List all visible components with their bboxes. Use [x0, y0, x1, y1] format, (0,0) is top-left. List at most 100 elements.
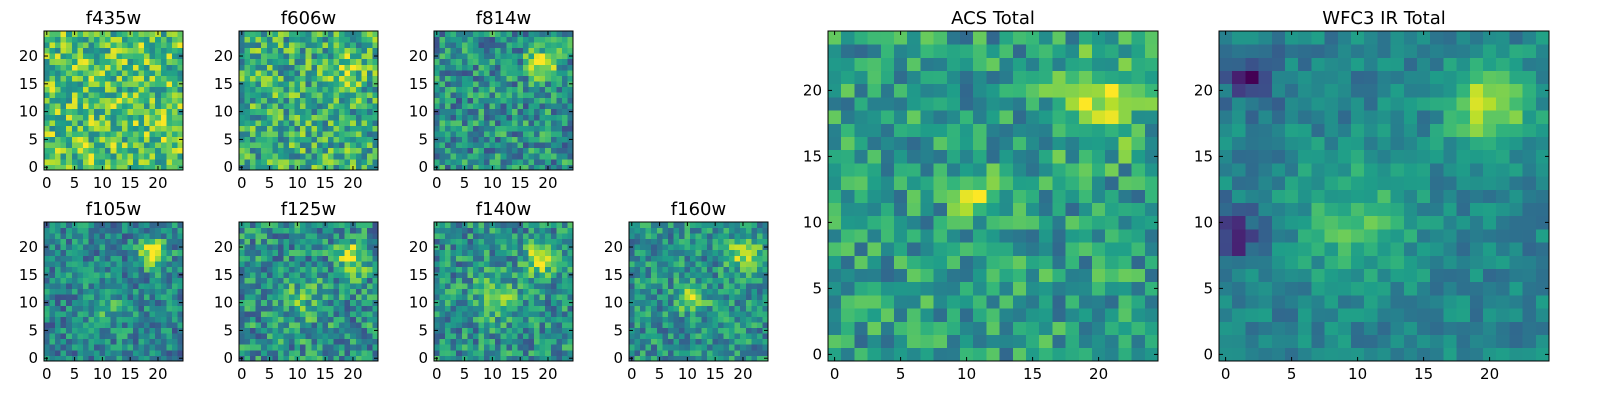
- heatmap-cell: [651, 294, 658, 301]
- heatmap-cell: [684, 327, 691, 334]
- heatmap-cell: [339, 316, 346, 323]
- heatmap-cell: [49, 233, 56, 240]
- heatmap-cell: [539, 142, 546, 149]
- heatmap-cell: [1052, 163, 1066, 177]
- heatmap-cell: [266, 288, 273, 295]
- heatmap-cell: [372, 310, 379, 317]
- heatmap-cell: [138, 322, 145, 329]
- heatmap-cell: [94, 147, 100, 154]
- heatmap-cell: [311, 349, 318, 356]
- heatmap-cell: [717, 355, 724, 362]
- heatmap-cell: [1078, 268, 1093, 283]
- heatmap-cell: [461, 322, 468, 329]
- heatmap-cell: [667, 316, 674, 323]
- heatmap-cell: [244, 147, 251, 154]
- heatmap-cell: [322, 158, 329, 165]
- heatmap-cell: [277, 299, 284, 306]
- heatmap-cell: [132, 92, 139, 99]
- heatmap-cell: [277, 283, 284, 290]
- heatmap-cell: [105, 108, 112, 115]
- heatmap-cell: [250, 142, 257, 149]
- heatmap-cell: [528, 103, 535, 110]
- heatmap-cell: [489, 103, 496, 110]
- heatmap-cell: [283, 108, 290, 115]
- heatmap-cell: [550, 53, 557, 60]
- heatmap-cell: [300, 338, 307, 345]
- heatmap-cell: [110, 327, 117, 334]
- heatmap-cell: [729, 266, 736, 273]
- heatmap-cell: [166, 299, 173, 306]
- heatmap-cell: [244, 125, 251, 132]
- heatmap-cell: [517, 125, 524, 132]
- heatmap-cell: [701, 244, 708, 251]
- heatmap-cell: [327, 75, 334, 82]
- heatmap-cell: [255, 114, 262, 121]
- x-tick-label: 15: [706, 365, 725, 383]
- heatmap-cell: [986, 176, 1000, 190]
- heatmap-cell: [439, 64, 446, 71]
- heatmap-cell: [645, 238, 652, 245]
- heatmap-cell: [439, 305, 446, 312]
- heatmap-cell: [673, 277, 680, 284]
- heatmap-cell: [316, 327, 323, 334]
- heatmap-cell: [740, 327, 747, 334]
- heatmap-cell: [712, 333, 719, 340]
- heatmap-cell: [166, 75, 173, 82]
- heatmap-cell: [550, 255, 557, 262]
- heatmap-cell: [511, 349, 518, 356]
- heatmap-cell: [495, 233, 502, 240]
- heatmap-cell: [634, 344, 641, 351]
- heatmap-cell: [277, 103, 284, 110]
- heatmap-cell: [372, 131, 379, 138]
- heatmap-cell: [289, 131, 295, 138]
- heatmap-cell: [99, 333, 106, 340]
- heatmap-cell: [484, 53, 490, 60]
- heatmap-cell: [366, 153, 373, 160]
- heatmap-cell: [506, 238, 513, 245]
- heatmap-cell: [277, 244, 284, 251]
- heatmap-cell: [854, 215, 868, 230]
- heatmap-cell: [656, 272, 663, 278]
- heatmap-cell: [99, 75, 106, 82]
- heatmap-cell: [695, 233, 702, 240]
- heatmap-cell: [467, 97, 474, 104]
- heatmap-cell: [472, 266, 479, 273]
- heatmap-cell: [690, 244, 697, 251]
- heatmap-cell: [116, 42, 123, 49]
- heatmap-cell: [99, 305, 106, 312]
- heatmap-cell: [327, 299, 334, 306]
- heatmap-cell: [461, 92, 468, 99]
- heatmap-cell: [49, 327, 56, 334]
- heatmap-cell: [94, 277, 100, 284]
- heatmap-cell: [344, 86, 351, 93]
- heatmap-cell: [522, 58, 529, 65]
- heatmap-cell: [171, 238, 178, 245]
- heatmap-cell: [1092, 321, 1106, 335]
- heatmap-cell: [99, 249, 106, 256]
- heatmap-cell: [701, 255, 708, 262]
- heatmap-cell: [144, 47, 151, 54]
- heatmap-cell: [489, 233, 496, 240]
- heatmap-cell: [160, 322, 167, 329]
- heatmap-cell: [434, 294, 440, 301]
- heatmap-cell: [277, 119, 284, 126]
- heatmap-cell: [327, 255, 334, 262]
- heatmap-cell: [751, 222, 758, 228]
- heatmap-cell: [495, 36, 502, 43]
- heatmap-cell: [250, 299, 257, 306]
- heatmap-cell: [366, 103, 373, 110]
- heatmap-cell: [82, 86, 89, 93]
- heatmap-cell: [272, 277, 279, 284]
- heatmap-cell: [138, 294, 145, 301]
- heatmap-cell: [311, 58, 318, 65]
- heatmap-cell: [461, 119, 468, 126]
- heatmap-cell: [244, 47, 251, 54]
- heatmap-cell: [327, 310, 334, 317]
- heatmap-cell: [94, 131, 100, 138]
- heatmap-cell: [894, 215, 908, 230]
- heatmap-cell: [316, 238, 323, 245]
- heatmap-cell: [712, 283, 719, 290]
- heatmap-cell: [88, 114, 95, 121]
- heatmap-cell: [277, 108, 284, 115]
- heatmap-cell: [706, 266, 713, 273]
